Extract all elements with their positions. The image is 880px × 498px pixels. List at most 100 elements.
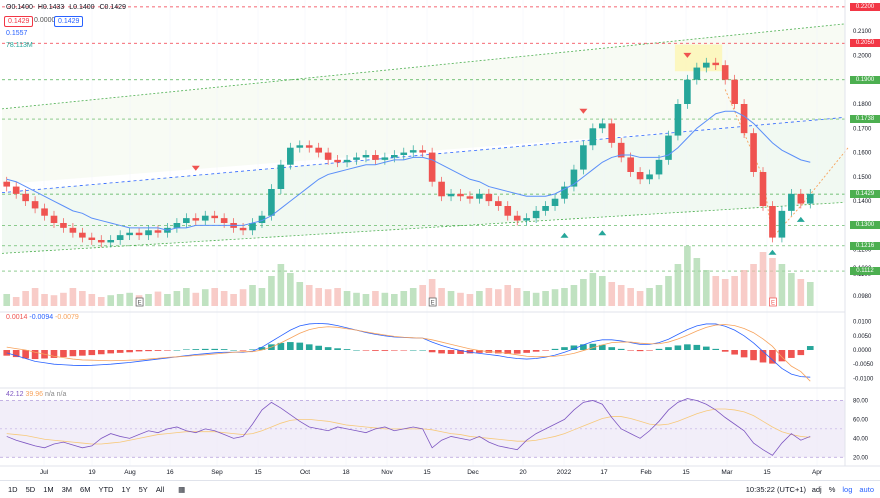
volume-bar bbox=[277, 264, 285, 306]
price-level-label: 0.1112 bbox=[850, 267, 880, 276]
volume-bar bbox=[419, 285, 426, 306]
volume-bar bbox=[381, 292, 389, 306]
macd-tick-label: -0.0050 bbox=[853, 362, 874, 368]
macd-hist-bar bbox=[740, 350, 748, 358]
candle-body bbox=[788, 193, 795, 211]
rsi-tick-label: 40.00 bbox=[853, 436, 869, 442]
macd-hist-bar bbox=[183, 349, 190, 350]
time-tick-label: Dec bbox=[467, 469, 479, 476]
macd-hist-bar bbox=[513, 350, 521, 354]
price-tick-label: 0.1600 bbox=[853, 151, 872, 157]
candle-body bbox=[135, 232, 143, 236]
calendar-icon[interactable]: ▦ bbox=[178, 485, 186, 494]
volume-bar bbox=[239, 289, 247, 306]
macd-hist-bar bbox=[353, 350, 360, 351]
volume-bar bbox=[598, 276, 606, 306]
auto-toggle[interactable]: auto bbox=[859, 485, 874, 494]
time-tick-label: 17 bbox=[600, 469, 608, 476]
log-toggle[interactable]: log bbox=[842, 485, 853, 494]
volume-bar bbox=[523, 291, 530, 306]
macd-hist-bar bbox=[608, 347, 616, 350]
volume-bar bbox=[721, 279, 729, 306]
candle-body bbox=[305, 145, 313, 148]
candle-body bbox=[362, 155, 370, 158]
volume-bar bbox=[400, 291, 408, 306]
ask-chip[interactable]: 0.1429 bbox=[54, 16, 84, 27]
macd-hist-bar bbox=[249, 349, 256, 350]
macd-hist-bar bbox=[79, 350, 86, 356]
volume-bar bbox=[409, 288, 417, 306]
candle-body bbox=[211, 215, 219, 219]
candle-body bbox=[192, 218, 200, 221]
range-1d[interactable]: 1D bbox=[8, 485, 18, 494]
open-value: O0.1400 bbox=[6, 4, 33, 11]
upper-channel-fill bbox=[2, 23, 845, 185]
range-6m[interactable]: 6M bbox=[80, 485, 91, 494]
percent-toggle[interactable]: % bbox=[828, 485, 836, 494]
range-5d[interactable]: 5D bbox=[25, 485, 36, 494]
volume-bar bbox=[154, 291, 162, 306]
macd-hist-bar bbox=[230, 350, 237, 351]
volume-bar bbox=[740, 270, 748, 306]
rsi-value: 42.12 bbox=[6, 391, 24, 398]
volume-bar bbox=[476, 291, 483, 306]
macd-value: -0.0094 bbox=[29, 314, 54, 321]
macd-hist-bar bbox=[750, 350, 757, 361]
macd-hist-bar bbox=[806, 346, 814, 350]
candle-body bbox=[409, 150, 417, 153]
bid-chip[interactable]: 0.1429 bbox=[4, 16, 34, 27]
range-1m[interactable]: 1M bbox=[43, 485, 54, 494]
range-all[interactable]: All bbox=[155, 485, 165, 494]
macd-hist-bar bbox=[107, 350, 115, 354]
volume-bar bbox=[41, 294, 48, 306]
candle-body bbox=[173, 223, 181, 228]
volume-bar bbox=[542, 291, 549, 306]
candle-body bbox=[589, 128, 597, 146]
candle-body bbox=[201, 215, 209, 221]
volume-bar bbox=[305, 285, 313, 306]
range-1y[interactable]: 1Y bbox=[121, 485, 131, 494]
range-ytd[interactable]: YTD bbox=[98, 485, 114, 494]
candle-body bbox=[145, 230, 152, 236]
macd-hist-bar bbox=[277, 342, 285, 350]
candle-body bbox=[324, 152, 332, 160]
rsi-tick-label: 80.00 bbox=[853, 398, 869, 404]
candle-body bbox=[22, 193, 29, 202]
candle-body bbox=[731, 79, 738, 104]
range-3m[interactable]: 3M bbox=[61, 485, 73, 494]
volume-bar bbox=[655, 285, 663, 306]
volume-bar bbox=[296, 282, 304, 306]
candle-body bbox=[513, 215, 521, 221]
macd-hist-bar bbox=[154, 350, 162, 351]
macd-hist-bar bbox=[702, 346, 710, 350]
volume-bar bbox=[164, 294, 171, 306]
volume-bar bbox=[617, 285, 625, 306]
macd-hist-bar bbox=[334, 348, 341, 350]
volume-bar bbox=[88, 294, 96, 306]
macd-hist-bar bbox=[220, 349, 228, 350]
macd-hist-bar bbox=[542, 350, 549, 351]
clock-time[interactable]: 10:35:22 (UTC+1) bbox=[745, 485, 806, 494]
macd-hist-bar bbox=[239, 350, 247, 351]
macd-tick-label: -0.0100 bbox=[853, 376, 874, 382]
moving-average bbox=[6, 110, 811, 231]
candle-body bbox=[79, 232, 86, 238]
candle-body bbox=[532, 210, 540, 219]
candle-body bbox=[107, 240, 115, 243]
volume-bar bbox=[731, 276, 738, 306]
macd-hist-bar bbox=[22, 350, 29, 359]
candle-body bbox=[778, 210, 786, 238]
volume-bar bbox=[201, 289, 209, 306]
volume-bar bbox=[665, 276, 672, 306]
candle-body bbox=[258, 215, 266, 223]
macd-legend: 0.0014 -0.0094 -0.0079 bbox=[6, 314, 79, 321]
adj-toggle[interactable]: adj bbox=[811, 485, 822, 494]
range-5y[interactable]: 5Y bbox=[138, 485, 148, 494]
volume-bar bbox=[97, 297, 105, 306]
macd-hist-bar bbox=[447, 350, 455, 354]
trading-chart[interactable]: E E E 0.2100 0.2000 0.1900 0.1800 0.1700 0.1600… bbox=[0, 0, 880, 480]
volume-bar bbox=[362, 294, 370, 306]
candle-body bbox=[97, 240, 105, 243]
volume-bar bbox=[438, 288, 445, 306]
volume-bar bbox=[249, 285, 256, 306]
